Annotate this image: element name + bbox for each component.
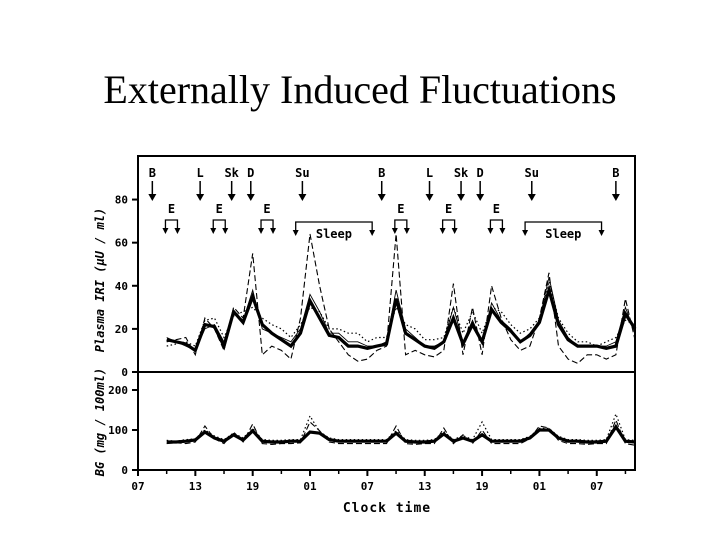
plot-frame (137, 155, 636, 471)
exercise-bracket (260, 219, 274, 230)
sleep-bracket (524, 221, 603, 232)
meal-label: Sk (454, 166, 469, 180)
exercise-bracket (212, 219, 226, 230)
bg-tick-label: 200 (108, 384, 128, 397)
meal-label: B (149, 166, 156, 180)
x-tick-label: 19 (475, 480, 488, 493)
sleep-arrow-head (522, 230, 529, 236)
x-tick-label: 13 (418, 480, 431, 493)
iri-bg-chart: Plasma IRI (µU / ml) BG (mg / 100ml) 0 20… (93, 155, 637, 516)
iri-series-thin (166, 277, 636, 351)
meal-label: Su (295, 166, 309, 180)
meal-label: Sk (224, 166, 239, 180)
sleep-label: Sleep (545, 227, 581, 241)
meal-arrow-head (425, 194, 434, 201)
x-axis-title: Clock time (343, 501, 431, 516)
iri-series-dashed (166, 233, 636, 365)
event-markers: B L Sk D Su B L Sk D Su B E E E E E E Sleep Sleep (148, 166, 620, 241)
meal-arrow-head (377, 194, 386, 201)
exercise-bracket (489, 219, 504, 230)
sleep-arrow-head (369, 230, 376, 236)
sleep-label: Sleep (316, 227, 352, 241)
x-tick-label: 01 (533, 480, 547, 493)
sleep-arrow-head (292, 230, 299, 236)
iri-series-dotted (166, 279, 636, 347)
x-tick-label: 07 (361, 480, 374, 493)
bg-tick-label: 100 (108, 424, 128, 437)
iri-tick-label: 40 (115, 280, 128, 293)
meal-arrow-head (298, 194, 307, 201)
meal-label: Su (525, 166, 539, 180)
meal-arrow-head (227, 194, 236, 201)
x-tick-label: 13 (189, 480, 202, 493)
x-tick-label: 01 (303, 480, 317, 493)
x-tick-label: 07 (590, 480, 603, 493)
iri-series-bold (166, 284, 637, 353)
meal-label: B (612, 166, 619, 180)
meal-label: B (378, 166, 385, 180)
bg-axis-title-group: BG (mg / 100ml) (93, 368, 107, 477)
meal-label: L (426, 166, 433, 180)
exercise-arrow-head (391, 228, 398, 234)
meal-arrow-head (246, 194, 255, 201)
bg-series-dotted (166, 412, 636, 442)
exercise-arrow-head (162, 228, 169, 234)
exercise-arrow-head (174, 228, 181, 234)
meal-arrow-head (476, 194, 485, 201)
x-tick-label: 07 (131, 480, 144, 493)
meal-arrow-head (196, 194, 205, 201)
exercise-arrow-head (210, 228, 217, 234)
exercise-label: E (263, 202, 270, 216)
iri-tick-label: 60 (115, 237, 128, 250)
bg-series-dashed (166, 418, 636, 446)
meal-label: D (247, 166, 254, 180)
exercise-label: E (445, 202, 452, 216)
iri-tick-label: 20 (115, 323, 128, 336)
exercise-bracket (164, 219, 179, 230)
bg-series (166, 412, 636, 446)
exercise-label: E (216, 202, 223, 216)
meal-label: D (477, 166, 484, 180)
iri-tick-label: 0 (121, 366, 128, 379)
meal-label: L (197, 166, 204, 180)
sleep-arrow-head (598, 230, 605, 236)
x-tick-label: 19 (246, 480, 259, 493)
exercise-arrow-head (403, 228, 410, 234)
meal-arrow-head (148, 194, 157, 201)
exercise-arrow-head (222, 228, 229, 234)
bg-axis-title: BG (mg / 100ml) (93, 368, 107, 477)
bg-axis: 0 100 200 (108, 384, 138, 477)
exercise-label: E (397, 202, 404, 216)
exercise-label: E (493, 202, 500, 216)
sleep-bracket (295, 221, 373, 232)
exercise-label: E (168, 202, 175, 216)
exercise-bracket (394, 219, 408, 230)
exercise-arrow-head (499, 228, 506, 234)
iri-series (166, 233, 637, 365)
exercise-arrow-head (258, 228, 265, 234)
iri-axis: 0 20 40 60 80 (115, 194, 138, 379)
x-axis: 07 13 19 01 07 13 19 01 07 (131, 470, 627, 493)
bg-tick-label: 0 (121, 464, 128, 477)
exercise-arrow-head (270, 228, 277, 234)
exercise-arrow-head (451, 228, 458, 234)
exercise-arrow-head (439, 228, 446, 234)
meal-arrow-head (611, 194, 620, 201)
bg-series-bold (166, 423, 636, 444)
meal-arrow-head (527, 194, 536, 201)
meal-arrow-head (457, 194, 466, 201)
exercise-bracket (441, 219, 456, 230)
iri-axis-title: Plasma IRI (µU / ml) (93, 208, 107, 353)
iri-tick-label: 80 (115, 194, 128, 207)
exercise-arrow-head (487, 228, 494, 234)
slide-title: Externally Induced Fluctuations (103, 67, 617, 112)
iri-axis-title-group: Plasma IRI (µU / ml) (93, 208, 107, 353)
